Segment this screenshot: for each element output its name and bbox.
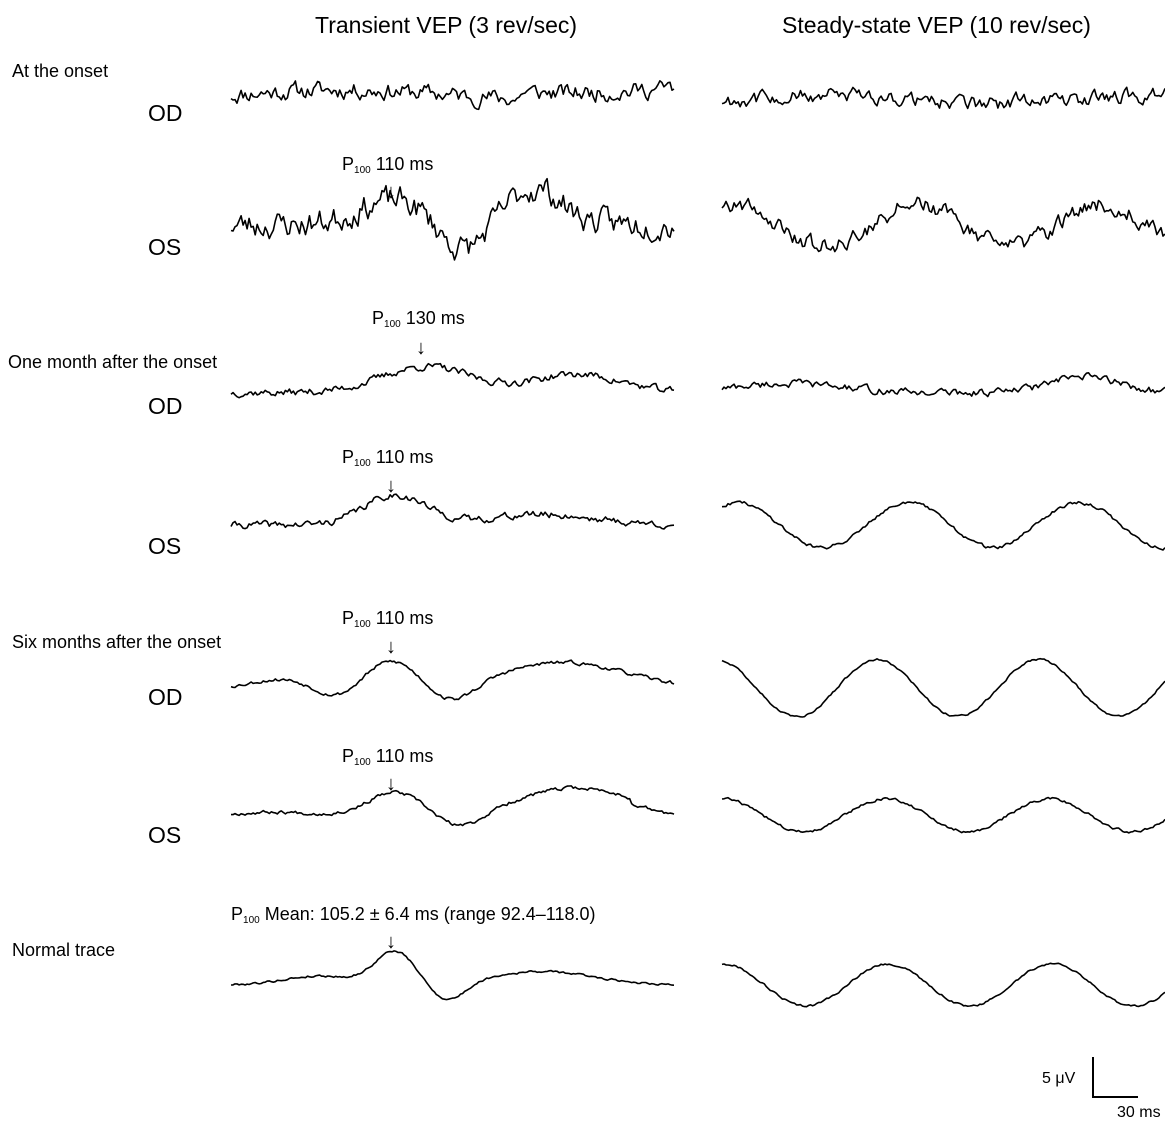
eye-label-onset-os: OS	[148, 234, 182, 260]
peak-arrow: ↓	[386, 475, 396, 497]
p100-annotation-1m-od: P100 130 ms	[372, 308, 465, 330]
peak-arrow: ↓	[386, 931, 396, 953]
transient-vep-trace	[231, 785, 675, 827]
p-letter: P	[231, 904, 244, 924]
p100-annotation-onset-os: P100 110 ms	[342, 154, 433, 176]
transient-vep-trace	[230, 493, 675, 530]
p-letter: P	[342, 447, 355, 467]
transient-vep-trace	[230, 177, 675, 261]
eye-label-onset-od: OD	[148, 100, 183, 126]
steady-state-vep-trace	[721, 500, 1165, 551]
eye-label-1m-od: OD	[148, 393, 183, 419]
steady-state-vep-trace	[721, 657, 1165, 718]
scale-bar-vertical	[1092, 1057, 1094, 1097]
transient-vep-trace	[230, 659, 675, 701]
eye-label-6m-os: OS	[148, 822, 182, 848]
steady-state-vep-trace	[721, 796, 1165, 834]
p-subscript: 100	[354, 619, 371, 630]
section-label-normal: Normal trace	[12, 940, 116, 960]
scale-bar-amplitude: 5 μV	[1042, 1070, 1076, 1087]
scale-bar-time: 30 ms	[1117, 1104, 1161, 1121]
section-label-one-month: One month after the onset	[8, 352, 218, 372]
transient-column-title: Transient VEP (3 rev/sec)	[315, 12, 578, 38]
transient-vep-trace	[230, 362, 675, 399]
p-subscript: 100	[354, 458, 371, 469]
peak-arrow: ↓	[386, 773, 396, 795]
p-subscript: 100	[243, 915, 260, 926]
p-letter: P	[342, 154, 355, 174]
peak-latency: 130 ms	[405, 308, 465, 328]
peak-arrow: ↓	[386, 636, 396, 658]
peak-latency: 110 ms	[375, 154, 434, 174]
p100-annotation-normal: P100 Mean: 105.2 ± 6.4 ms (range 92.4–11…	[231, 904, 595, 926]
transient-vep-trace	[230, 950, 675, 1001]
steady-state-vep-trace	[721, 196, 1165, 253]
peak-latency: 110 ms	[375, 746, 434, 766]
steady-state-vep-trace	[721, 962, 1165, 1008]
peak-arrow: ↓	[416, 337, 426, 359]
p100-annotation-6m-od: P100 110 ms	[342, 608, 433, 630]
p-subscript: 100	[354, 757, 371, 768]
section-label-onset: At the onset	[12, 61, 109, 81]
p-subscript: 100	[354, 165, 371, 176]
p100-annotation-1m-os: P100 110 ms	[342, 447, 433, 469]
section-label-six-months: Six months after the onset	[12, 632, 222, 652]
p-letter: P	[372, 308, 385, 328]
p-letter: P	[342, 608, 355, 628]
steady-state-vep-trace	[721, 86, 1165, 110]
peak-latency: Mean: 105.2 ± 6.4 ms (range 92.4–118.0)	[264, 904, 596, 924]
steady-state-column-title: Steady-state VEP (10 rev/sec)	[782, 12, 1091, 38]
p-letter: P	[342, 746, 355, 766]
transient-vep-trace	[230, 80, 675, 111]
eye-label-1m-os: OS	[148, 533, 182, 559]
peak-latency: 110 ms	[375, 447, 434, 467]
p100-annotation-6m-os: P100 110 ms	[342, 746, 433, 768]
steady-state-vep-trace	[721, 372, 1165, 398]
scale-bar-horizontal	[1092, 1096, 1138, 1098]
peak-latency: 110 ms	[375, 608, 434, 628]
p-subscript: 100	[384, 319, 401, 330]
eye-label-6m-od: OD	[148, 684, 183, 710]
